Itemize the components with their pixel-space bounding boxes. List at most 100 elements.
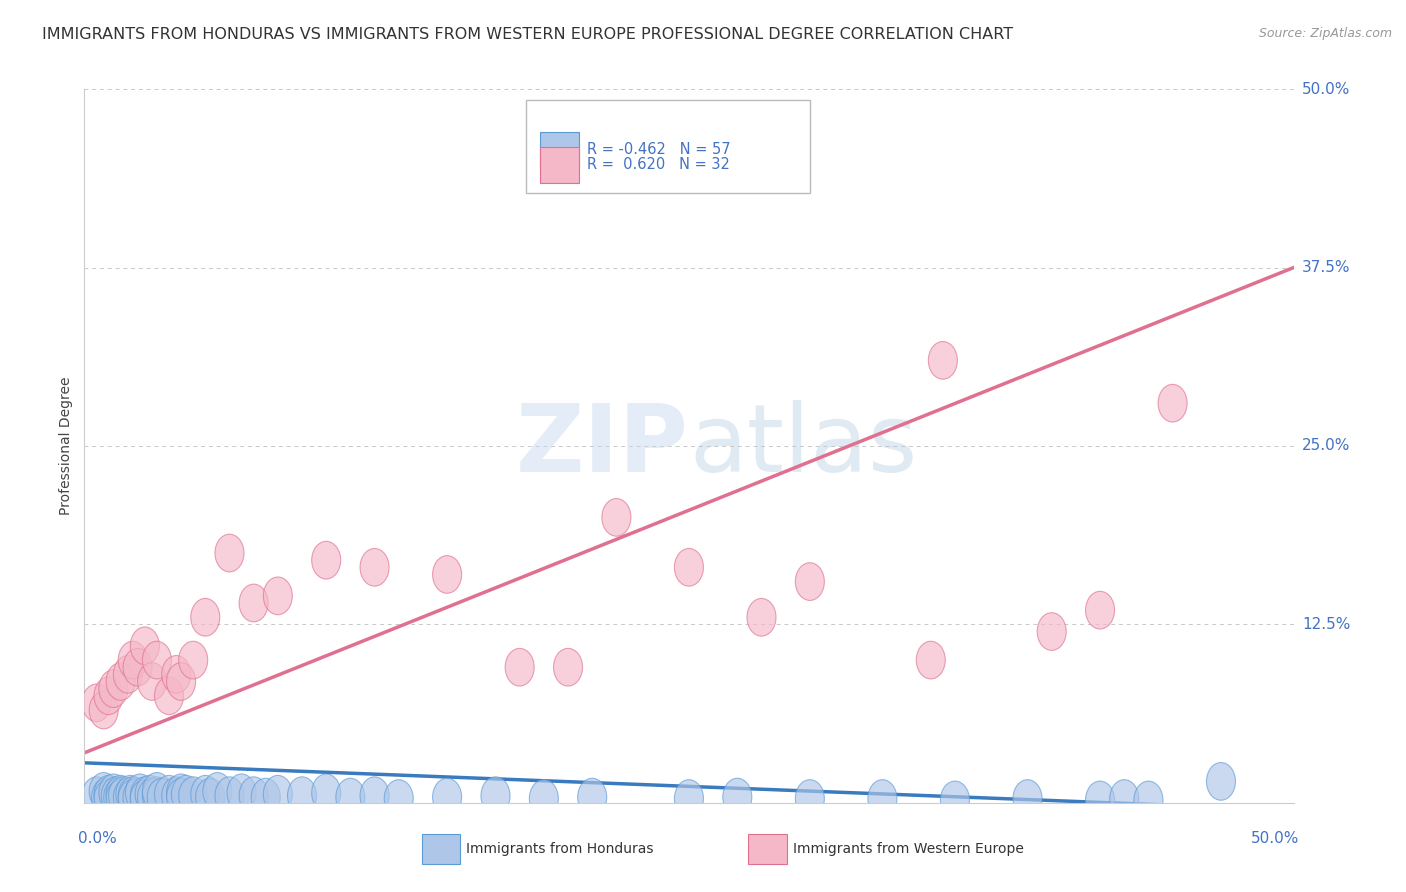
FancyBboxPatch shape — [540, 147, 579, 183]
Ellipse shape — [101, 777, 131, 814]
Ellipse shape — [239, 777, 269, 814]
Ellipse shape — [239, 584, 269, 622]
Text: ZIP: ZIP — [516, 400, 689, 492]
Ellipse shape — [263, 577, 292, 615]
Text: 0.0%: 0.0% — [79, 831, 117, 847]
Ellipse shape — [131, 627, 159, 665]
FancyBboxPatch shape — [422, 834, 460, 864]
Ellipse shape — [155, 775, 184, 814]
Text: 50.0%: 50.0% — [1302, 82, 1350, 96]
Ellipse shape — [105, 780, 135, 817]
Ellipse shape — [554, 648, 582, 686]
Ellipse shape — [941, 781, 970, 819]
Ellipse shape — [252, 778, 280, 816]
FancyBboxPatch shape — [526, 100, 810, 193]
Ellipse shape — [215, 534, 245, 572]
Ellipse shape — [131, 777, 159, 814]
Ellipse shape — [142, 772, 172, 810]
Ellipse shape — [796, 780, 824, 817]
Ellipse shape — [747, 599, 776, 636]
Ellipse shape — [125, 774, 155, 812]
Ellipse shape — [481, 777, 510, 814]
Ellipse shape — [142, 641, 172, 679]
Ellipse shape — [162, 656, 191, 693]
Ellipse shape — [179, 777, 208, 814]
Ellipse shape — [336, 778, 366, 816]
Ellipse shape — [114, 778, 142, 816]
Ellipse shape — [360, 777, 389, 814]
Text: 12.5%: 12.5% — [1302, 617, 1350, 632]
Ellipse shape — [287, 777, 316, 814]
Ellipse shape — [1206, 763, 1236, 800]
Ellipse shape — [928, 342, 957, 379]
Ellipse shape — [384, 780, 413, 817]
Ellipse shape — [98, 774, 128, 812]
Ellipse shape — [191, 775, 219, 814]
Ellipse shape — [505, 648, 534, 686]
Ellipse shape — [124, 778, 152, 816]
Ellipse shape — [89, 772, 118, 810]
Ellipse shape — [1159, 384, 1187, 422]
Ellipse shape — [195, 778, 225, 816]
Ellipse shape — [917, 641, 945, 679]
Ellipse shape — [796, 563, 824, 600]
Ellipse shape — [172, 775, 201, 814]
Ellipse shape — [94, 677, 124, 714]
Text: Source: ZipAtlas.com: Source: ZipAtlas.com — [1258, 27, 1392, 40]
Ellipse shape — [118, 641, 148, 679]
Text: R =  0.620   N = 32: R = 0.620 N = 32 — [588, 157, 730, 172]
Ellipse shape — [82, 684, 111, 722]
Ellipse shape — [94, 780, 124, 817]
FancyBboxPatch shape — [540, 132, 579, 168]
Ellipse shape — [89, 691, 118, 729]
Ellipse shape — [360, 549, 389, 586]
Ellipse shape — [135, 775, 165, 814]
Ellipse shape — [138, 778, 166, 816]
Ellipse shape — [105, 775, 135, 814]
Ellipse shape — [1038, 613, 1066, 650]
Ellipse shape — [1085, 781, 1115, 819]
Ellipse shape — [433, 778, 461, 816]
Ellipse shape — [723, 778, 752, 816]
Ellipse shape — [1012, 780, 1042, 817]
Ellipse shape — [155, 677, 184, 714]
Ellipse shape — [312, 541, 340, 579]
Text: 25.0%: 25.0% — [1302, 439, 1350, 453]
Ellipse shape — [148, 778, 176, 816]
Text: Immigrants from Western Europe: Immigrants from Western Europe — [793, 842, 1024, 856]
Ellipse shape — [82, 777, 111, 814]
Ellipse shape — [1109, 780, 1139, 817]
Ellipse shape — [162, 777, 191, 814]
Ellipse shape — [115, 775, 145, 814]
Text: Immigrants from Honduras: Immigrants from Honduras — [467, 842, 654, 856]
Ellipse shape — [675, 780, 703, 817]
Ellipse shape — [263, 775, 292, 814]
Text: R = -0.462   N = 57: R = -0.462 N = 57 — [588, 143, 731, 157]
Text: 37.5%: 37.5% — [1302, 260, 1350, 275]
Ellipse shape — [98, 670, 128, 707]
Ellipse shape — [104, 778, 132, 816]
Ellipse shape — [166, 774, 195, 812]
Ellipse shape — [191, 599, 219, 636]
Text: atlas: atlas — [689, 400, 917, 492]
Ellipse shape — [94, 775, 124, 814]
Ellipse shape — [1085, 591, 1115, 629]
Ellipse shape — [114, 656, 142, 693]
Ellipse shape — [433, 556, 461, 593]
Y-axis label: Professional Degree: Professional Degree — [59, 376, 73, 516]
Ellipse shape — [312, 774, 340, 812]
Ellipse shape — [142, 777, 172, 814]
Ellipse shape — [1133, 781, 1163, 819]
Ellipse shape — [166, 663, 195, 700]
Ellipse shape — [108, 777, 138, 814]
Ellipse shape — [202, 772, 232, 810]
Ellipse shape — [131, 780, 159, 817]
Ellipse shape — [118, 780, 148, 817]
Text: 50.0%: 50.0% — [1251, 831, 1299, 847]
Ellipse shape — [166, 778, 195, 816]
Ellipse shape — [529, 780, 558, 817]
Ellipse shape — [226, 774, 256, 812]
Ellipse shape — [602, 499, 631, 536]
Ellipse shape — [215, 777, 245, 814]
Ellipse shape — [105, 663, 135, 700]
